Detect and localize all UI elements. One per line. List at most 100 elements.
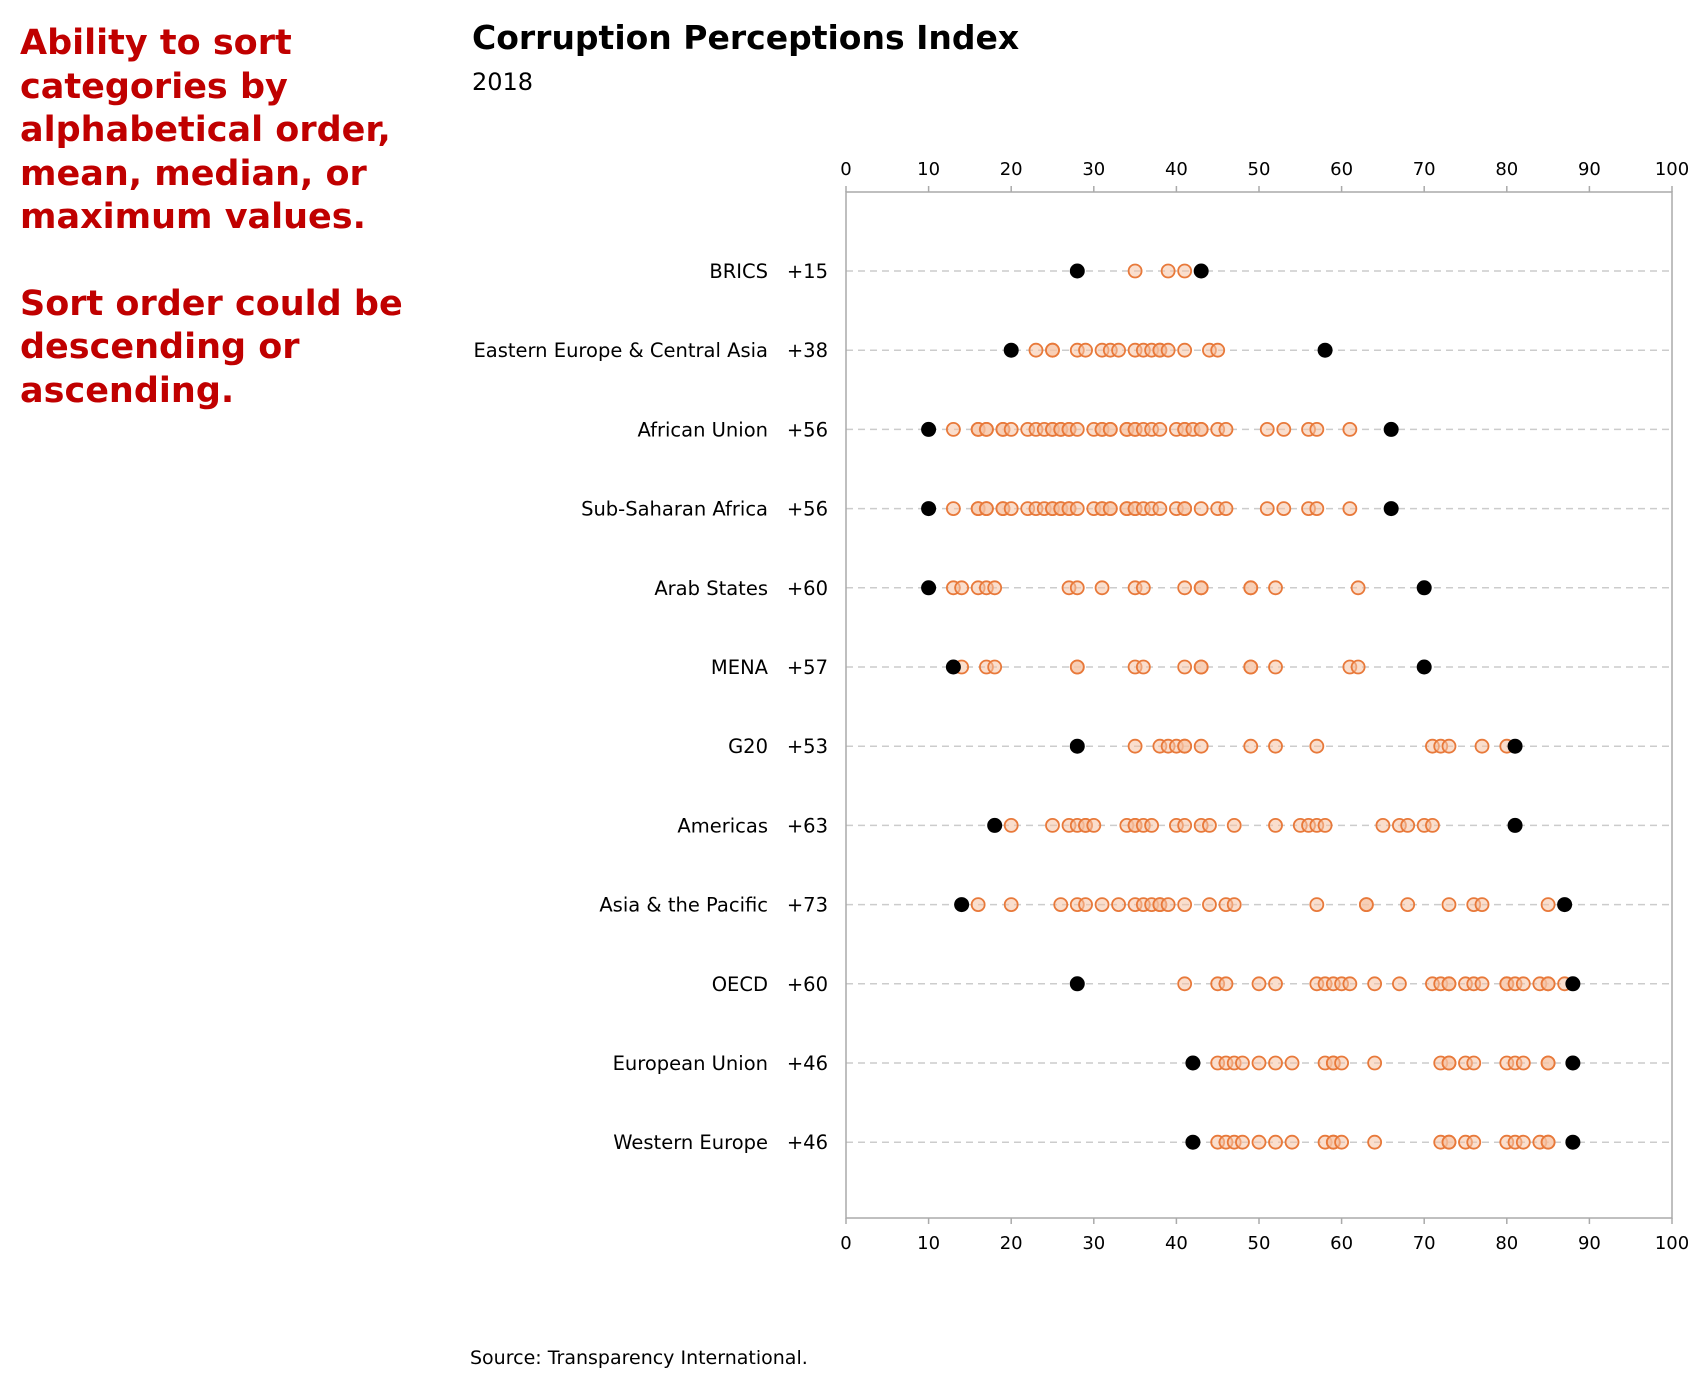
data-point — [1540, 1055, 1556, 1071]
data-point — [979, 421, 994, 437]
data-point — [1177, 738, 1193, 754]
data-point — [1474, 738, 1490, 754]
min-point — [921, 501, 937, 517]
x-tick-bottom-label: 40 — [1165, 1233, 1188, 1254]
x-tick-top-label: 60 — [1330, 159, 1353, 180]
category-label: G20 — [728, 735, 768, 758]
x-tick-bottom-label: 50 — [1248, 1233, 1271, 1254]
data-point — [1400, 818, 1416, 833]
max-point — [1383, 421, 1399, 437]
data-point — [979, 501, 994, 517]
data-point — [1342, 501, 1358, 517]
x-axis-bottom: 0 10 20 30 40 50 60 70 80 90 100 — [840, 1218, 1689, 1254]
category-label: Sub-Saharan Africa — [581, 498, 768, 521]
data-point — [1028, 342, 1044, 358]
data-point — [1177, 659, 1193, 675]
min-point — [1185, 1134, 1201, 1150]
data-point — [1086, 818, 1102, 833]
data-point — [1193, 580, 1209, 596]
data-point — [1466, 1134, 1482, 1150]
range-label: +73 — [787, 894, 828, 917]
data-point — [1160, 897, 1176, 912]
x-tick-bottom-label: 0 — [840, 1233, 851, 1254]
data-point — [1078, 342, 1093, 358]
min-point — [1185, 1055, 1201, 1071]
data-point — [1078, 897, 1093, 912]
data-point — [1334, 1134, 1349, 1150]
data-point — [1309, 501, 1325, 517]
x-tick-top-label: 50 — [1248, 159, 1271, 180]
data-point — [945, 501, 961, 517]
data-point — [1094, 580, 1110, 596]
min-point — [954, 897, 970, 913]
x-tick-top-label: 20 — [1000, 159, 1023, 180]
data-point — [1069, 501, 1085, 517]
data-point — [1135, 659, 1151, 675]
data-point — [1276, 501, 1292, 517]
extreme-points — [921, 263, 1581, 1150]
data-point — [1441, 897, 1457, 912]
range-label: +63 — [787, 814, 828, 837]
data-point — [1268, 976, 1283, 992]
min-point — [987, 817, 1003, 833]
data-point — [1135, 580, 1151, 596]
chart-title: Corruption Perceptions Index — [472, 18, 1020, 57]
x-tick-top-label: 80 — [1495, 159, 1518, 180]
data-point — [1045, 342, 1060, 358]
data-point — [1102, 421, 1118, 437]
data-point — [1235, 1134, 1250, 1150]
data-point — [1251, 1055, 1267, 1071]
data-point — [1284, 1134, 1300, 1150]
category-label: African Union — [637, 418, 768, 441]
data-point — [1515, 1134, 1531, 1150]
category-label: Western Europe — [613, 1131, 768, 1154]
data-point — [987, 659, 1003, 675]
range-label: +53 — [787, 735, 828, 758]
data-point — [970, 897, 986, 912]
data-point — [1268, 818, 1283, 833]
data-point — [1466, 1055, 1482, 1071]
max-point — [1193, 263, 1209, 279]
data-point — [1111, 897, 1126, 912]
range-label: +46 — [787, 1131, 828, 1154]
data-point — [1441, 1134, 1457, 1150]
annotation-line-2: Sort order could be descending or ascend… — [20, 283, 403, 411]
category-label: BRICS — [709, 260, 768, 283]
category-label: Arab States — [654, 577, 768, 600]
data-point — [1226, 818, 1242, 833]
data-point — [1094, 897, 1110, 912]
x-tick-bottom-label: 20 — [1000, 1233, 1023, 1254]
data-point — [1053, 897, 1069, 912]
data-point — [1251, 976, 1267, 992]
data-point — [1144, 818, 1160, 833]
data-point — [1152, 501, 1168, 517]
range-label: +56 — [787, 418, 828, 441]
data-point — [1540, 897, 1556, 912]
x-tick-top-label: 0 — [840, 159, 851, 180]
data-point — [1441, 976, 1457, 992]
data-point — [1003, 818, 1019, 833]
data-point — [1243, 580, 1259, 596]
data-point — [945, 421, 961, 437]
data-point — [1243, 738, 1259, 754]
data-point — [1425, 818, 1440, 833]
data-point — [1226, 897, 1242, 912]
max-point — [1416, 659, 1432, 675]
data-point — [1334, 1055, 1349, 1071]
min-point — [921, 580, 937, 596]
data-point — [1515, 976, 1531, 992]
data-point — [1193, 659, 1209, 675]
data-point — [1102, 501, 1118, 517]
data-point — [1375, 818, 1391, 833]
x-axis-top: 0 10 20 30 40 50 60 70 80 90 100 — [840, 159, 1689, 192]
x-tick-top-label: 100 — [1655, 159, 1689, 180]
data-point — [1441, 1055, 1457, 1071]
min-point — [1069, 263, 1085, 279]
data-point — [987, 580, 1003, 596]
data-point — [1540, 976, 1556, 992]
data-point — [1268, 580, 1283, 596]
min-point — [1069, 976, 1085, 992]
data-point — [1515, 1055, 1531, 1071]
data-point — [1177, 818, 1193, 833]
